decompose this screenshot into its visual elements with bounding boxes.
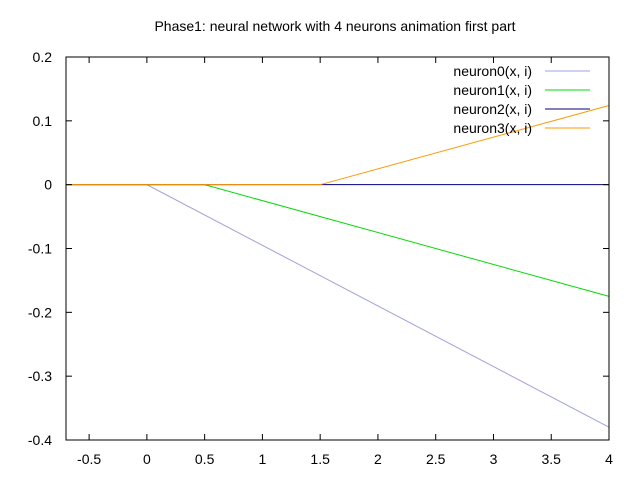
axes-layer: -0.5 0 0.5 1 1.5 2 2.5 3 3.5 4 -0.4 -0.3 -0.2 -0.1 0 0.… <box>28 49 613 467</box>
x-tick-label: 0.5 <box>195 451 215 467</box>
legend: neuron0(x, i) neuron1(x, i) neuron2(x, i) n… <box>453 63 590 136</box>
series-layer <box>66 105 610 428</box>
x-tick-label: 1.5 <box>310 451 330 467</box>
x-tick-label: 2.5 <box>426 451 446 467</box>
series-line-neuron3 <box>66 105 610 186</box>
x-tick-label: 3.5 <box>541 451 561 467</box>
y-tick-label: -0.4 <box>28 432 52 448</box>
x-tick-label: -0.5 <box>77 451 101 467</box>
legend-label-neuron1: neuron1(x, i) <box>453 82 532 98</box>
legend-label-neuron2: neuron2(x, i) <box>453 101 532 117</box>
y-tick-label: -0.3 <box>28 368 52 384</box>
x-tick-label: 1 <box>259 451 267 467</box>
y-tick-label: 0 <box>44 177 52 193</box>
y-tick-label: -0.2 <box>28 304 52 320</box>
chart-title: Phase1: neural network with 4 neurons an… <box>154 18 515 34</box>
legend-label-neuron3: neuron3(x, i) <box>453 120 532 136</box>
y-tick-label: -0.1 <box>28 241 52 257</box>
x-tick-label: 0 <box>143 451 151 467</box>
legend-label-neuron0: neuron0(x, i) <box>453 63 532 79</box>
y-tick-label: 0.1 <box>33 113 53 129</box>
x-tick-label: 2 <box>374 451 382 467</box>
x-tick-label: 3 <box>490 451 498 467</box>
x-tick-label: 4 <box>605 451 613 467</box>
y-tick-label: 0.2 <box>33 49 53 65</box>
